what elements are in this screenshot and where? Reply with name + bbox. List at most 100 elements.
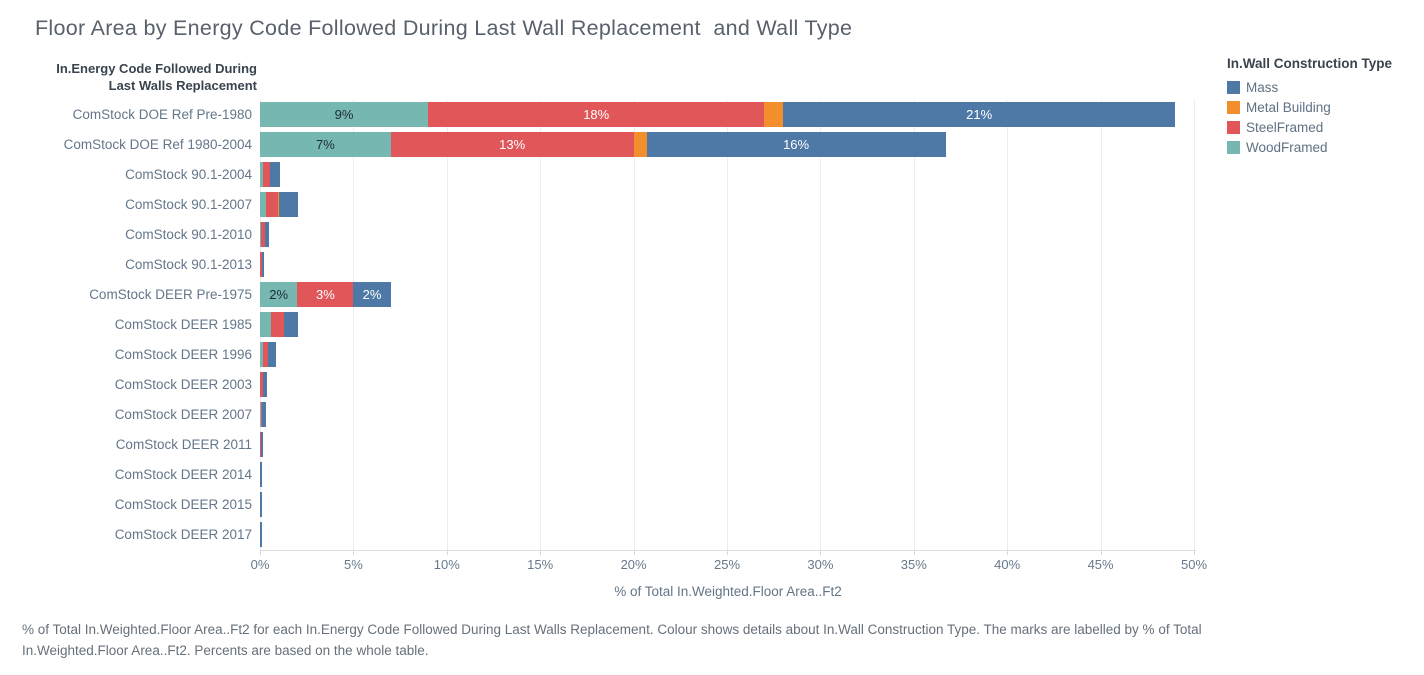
table-row: ComStock 90.1-2010 — [0, 220, 1424, 250]
bar-segment[interactable] — [262, 342, 269, 367]
gridline — [1007, 100, 1009, 550]
category-label[interactable]: ComStock DEER 2014 — [114, 467, 252, 482]
x-tick-label: 10% — [433, 557, 460, 572]
bar-segment[interactable]: 21% — [783, 102, 1176, 127]
table-row: ComStock DEER 1996 — [0, 340, 1424, 370]
bar-track — [260, 402, 266, 427]
x-tick-label: 20% — [620, 557, 647, 572]
gridline — [1194, 100, 1195, 550]
bar-segment[interactable] — [260, 402, 262, 427]
bar-segment-label: 21% — [966, 107, 993, 122]
bar-segment[interactable]: 16% — [646, 132, 946, 157]
bar-segment[interactable] — [261, 252, 265, 277]
bar-segment[interactable] — [260, 342, 263, 367]
legend-label: SteelFramed — [1246, 119, 1324, 135]
x-tick-mark — [260, 550, 261, 555]
table-row: ComStock DEER 2015 — [0, 490, 1424, 520]
bar-segment[interactable]: 2% — [260, 282, 298, 307]
bar-segment[interactable] — [262, 162, 271, 187]
category-label[interactable]: ComStock 90.1-2010 — [125, 227, 252, 242]
category-label[interactable]: ComStock DEER 1985 — [114, 317, 252, 332]
bar-segment[interactable] — [271, 312, 285, 337]
bar-segment[interactable] — [284, 312, 299, 337]
category-label[interactable]: ComStock DEER 1996 — [114, 347, 252, 362]
legend-item[interactable]: SteelFramed — [1227, 117, 1422, 137]
bar-segment[interactable]: 9% — [260, 102, 429, 127]
bar-segment[interactable] — [265, 192, 278, 217]
table-row: ComStock DEER 1985 — [0, 310, 1424, 340]
x-tick-label: 30% — [807, 557, 834, 572]
table-row: ComStock DEER 2007 — [0, 400, 1424, 430]
bar-segment[interactable]: 2% — [353, 282, 391, 307]
table-row: ComStock DEER 2017 — [0, 520, 1424, 550]
bar-track — [260, 462, 262, 487]
bar-segment[interactable]: 18% — [428, 102, 765, 127]
category-label[interactable]: ComStock DOE Ref 1980-2004 — [63, 137, 252, 152]
bar-segment[interactable] — [265, 222, 270, 247]
bar-track — [260, 492, 263, 517]
x-tick-mark — [820, 550, 822, 555]
category-label[interactable]: ComStock DOE Ref Pre-1980 — [72, 107, 252, 122]
legend-item[interactable]: Metal Building — [1227, 97, 1422, 117]
x-tick-label: 25% — [713, 557, 741, 572]
bar-segment[interactable] — [260, 192, 266, 217]
legend-swatch-icon — [1227, 120, 1240, 134]
legend-label: Metal Building — [1246, 99, 1331, 115]
bar-track — [260, 372, 267, 397]
gridline — [633, 100, 635, 550]
bar-segment[interactable]: 3% — [297, 282, 354, 307]
legend-item[interactable]: Mass — [1227, 77, 1422, 97]
category-label[interactable]: ComStock DEER 2007 — [114, 407, 252, 422]
bar-track: 9% 18% 21% — [260, 102, 1176, 127]
category-label[interactable]: ComStock 90.1-2013 — [125, 257, 252, 272]
legend-item[interactable]: WoodFramed — [1227, 137, 1422, 157]
bar-track — [260, 432, 264, 457]
bar-segment[interactable]: 7% — [260, 132, 391, 157]
bar-segment[interactable] — [260, 462, 262, 487]
bar-segment[interactable] — [260, 252, 262, 277]
category-label[interactable]: ComStock 90.1-2007 — [125, 197, 252, 212]
bar-segment[interactable]: 13% — [390, 132, 634, 157]
row-axis-header-line1: In.Energy Code Followed During — [56, 61, 257, 76]
bar-segment[interactable] — [260, 492, 263, 517]
chart-title: Floor Area by Energy Code Followed Durin… — [35, 16, 853, 40]
category-label[interactable]: ComStock DEER 2011 — [115, 437, 252, 452]
bar-segment[interactable] — [260, 222, 266, 247]
bar-segment[interactable] — [261, 432, 264, 457]
bar-segment[interactable] — [633, 132, 647, 157]
category-label[interactable]: ComStock 90.1-2004 — [125, 167, 252, 182]
gridline — [1100, 100, 1102, 550]
bar-segment[interactable] — [764, 102, 784, 127]
bar-segment-label: 16% — [783, 137, 810, 152]
category-label[interactable]: ComStock DEER 2017 — [114, 527, 252, 542]
legend-swatch-icon — [1227, 140, 1240, 154]
bar-segment[interactable] — [270, 162, 280, 187]
bar-segment[interactable] — [277, 192, 280, 217]
category-label[interactable]: ComStock DEER 2003 — [114, 377, 252, 392]
bar-segment[interactable] — [260, 372, 263, 397]
x-tick-label: 0% — [250, 557, 270, 572]
table-row: ComStock DEER 2003 — [0, 370, 1424, 400]
x-axis-line — [260, 550, 1196, 551]
table-row: ComStock 90.1-2007 — [0, 190, 1424, 220]
x-tick-mark — [353, 550, 355, 555]
table-row: ComStock DEER Pre-1975 2% 3% 2% — [0, 280, 1424, 310]
category-label[interactable]: ComStock DEER 2015 — [114, 497, 252, 512]
bar-segment[interactable] — [260, 522, 263, 547]
bar-segment[interactable] — [260, 432, 262, 457]
bar-segment[interactable] — [260, 222, 261, 247]
bar-segment-label: 9% — [334, 107, 354, 122]
x-tick-mark — [1194, 550, 1195, 555]
x-tick-label: 50% — [1180, 557, 1208, 572]
table-row: ComStock DEER 2014 — [0, 460, 1424, 490]
bar-segment[interactable] — [261, 402, 266, 427]
bar-segment[interactable] — [260, 162, 263, 187]
bar-segment[interactable] — [279, 192, 298, 217]
x-tick-label: 15% — [527, 557, 554, 572]
category-label[interactable]: ComStock DEER Pre-1975 — [89, 287, 252, 302]
bar-segment[interactable] — [260, 312, 272, 337]
caption: % of Total In.Weighted.Floor Area..Ft2 f… — [22, 622, 1202, 658]
bar-segment[interactable] — [268, 342, 276, 367]
bar-segment[interactable] — [260, 402, 261, 427]
bar-segment[interactable] — [262, 372, 267, 397]
